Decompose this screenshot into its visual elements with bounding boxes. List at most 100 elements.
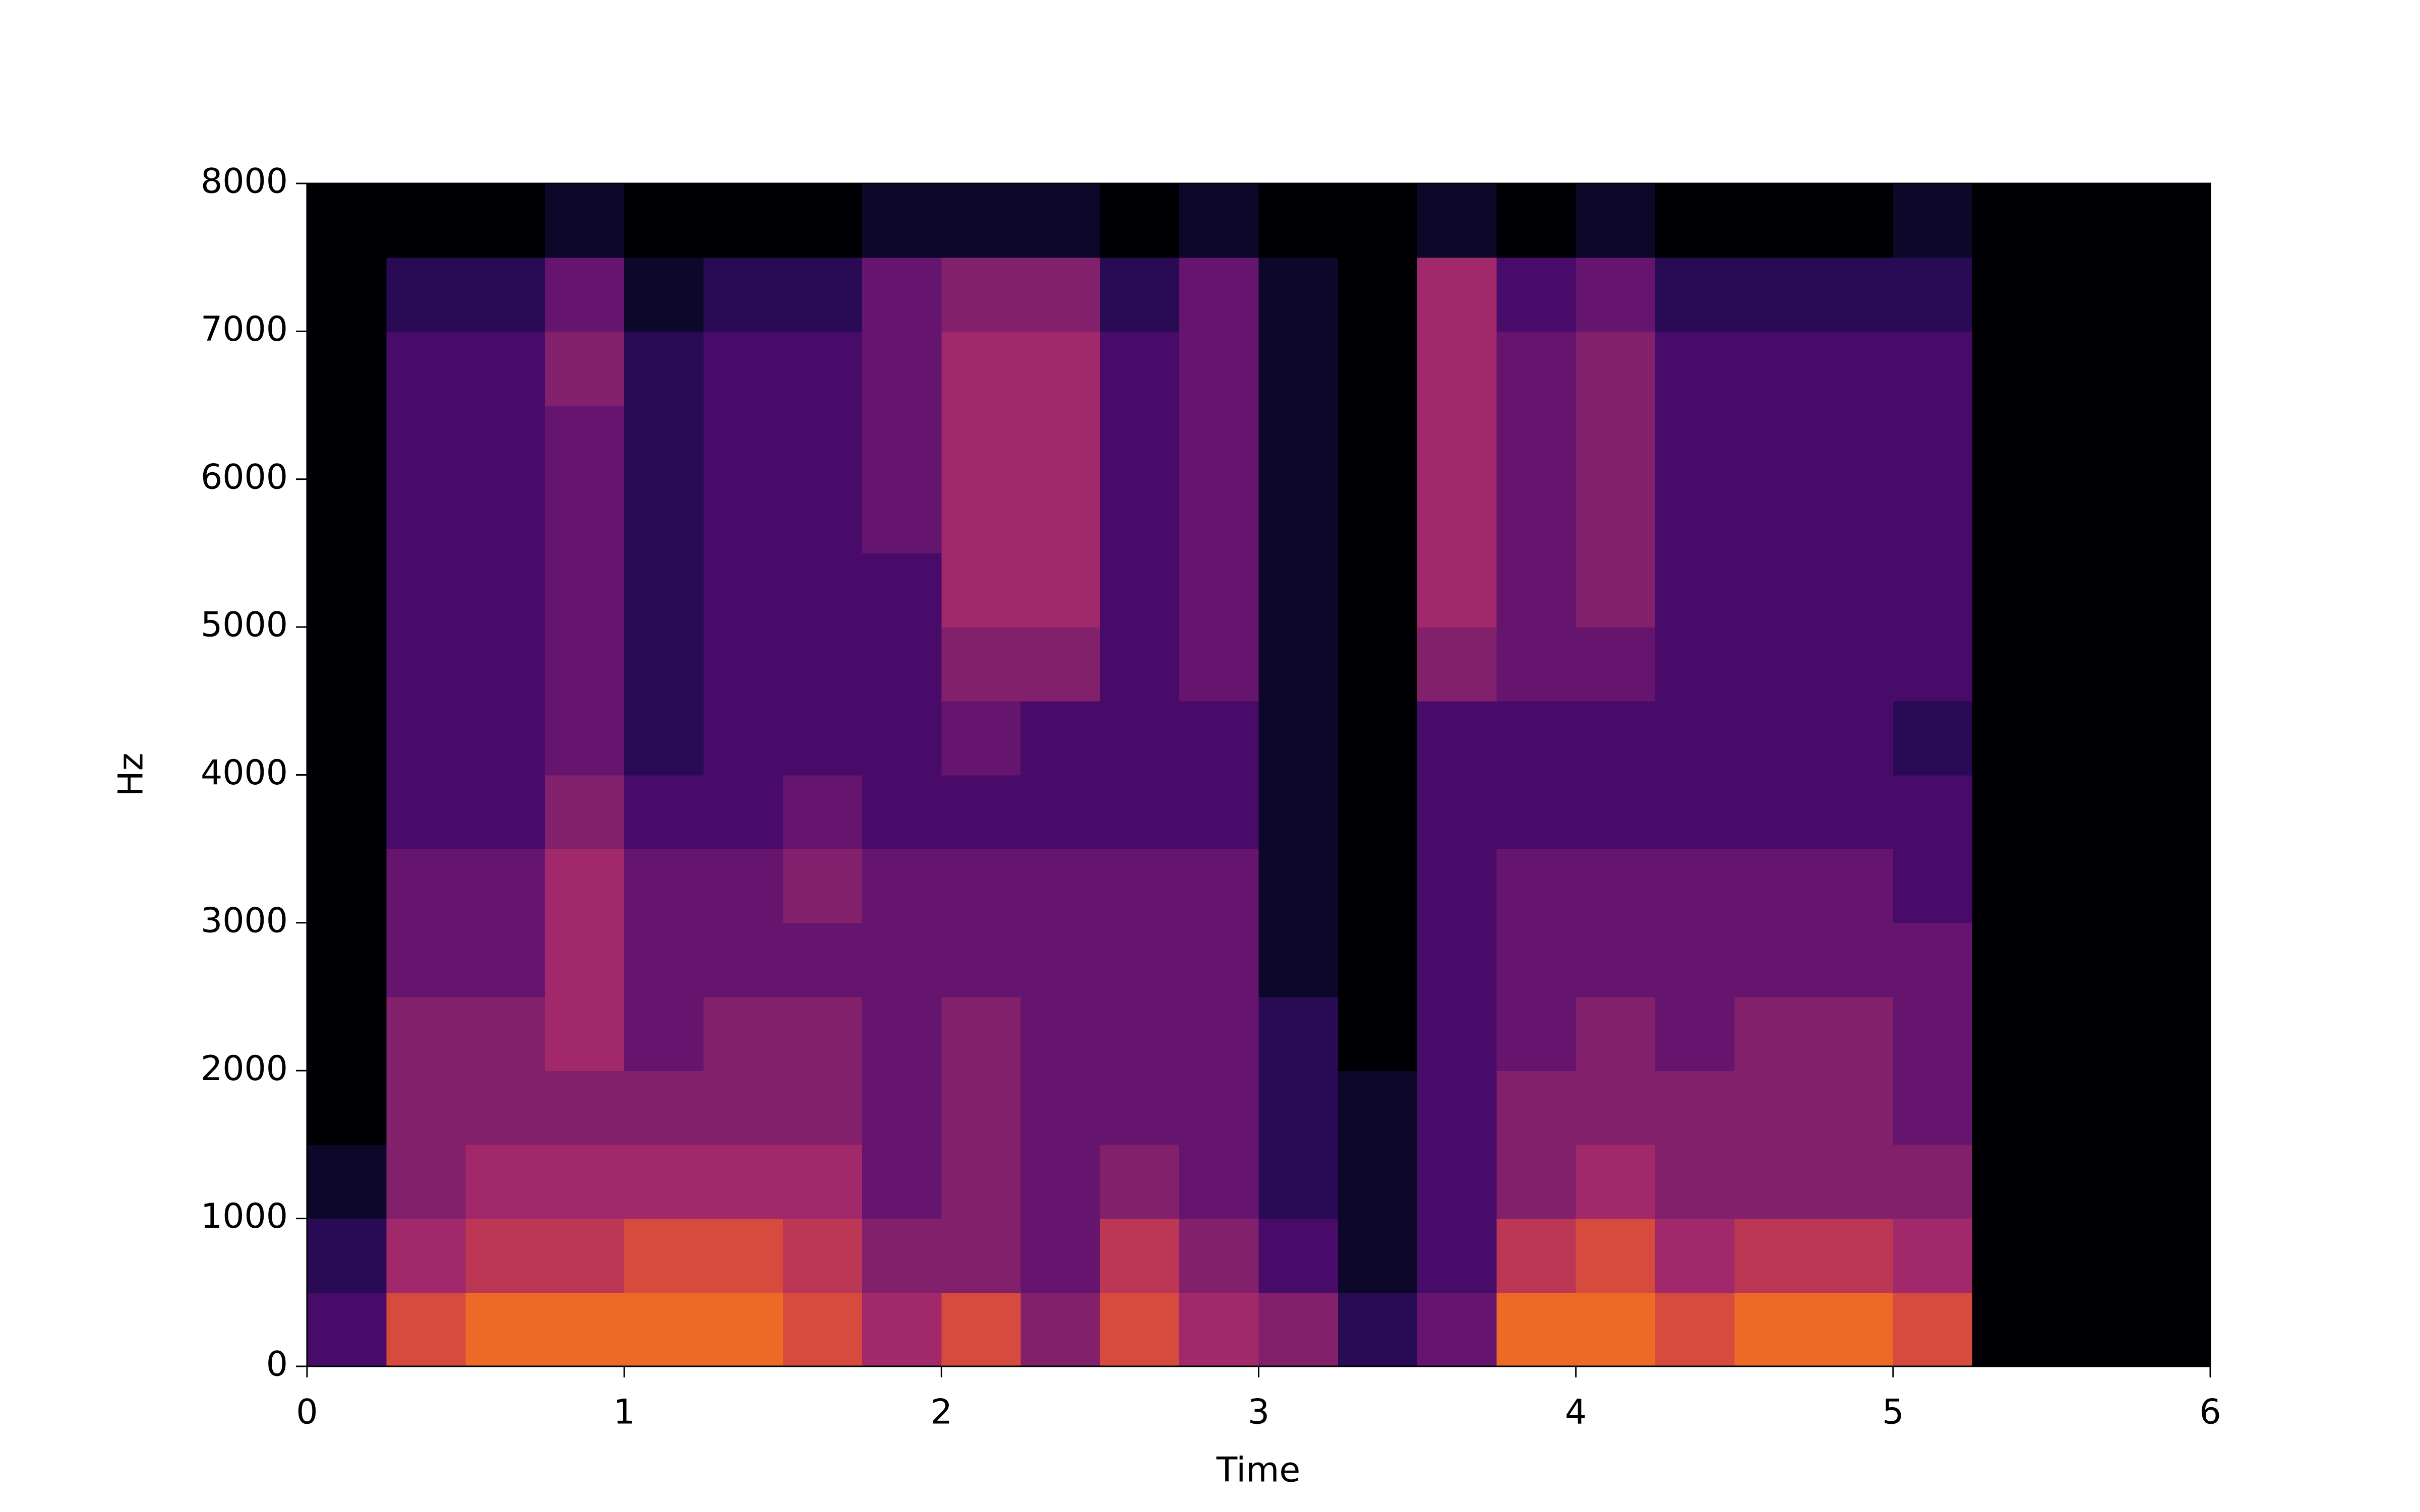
heatmap-cell	[1020, 405, 1101, 480]
heatmap-cell	[703, 257, 783, 332]
heatmap-cell	[465, 1292, 546, 1367]
heatmap-cell	[1813, 996, 1894, 1072]
heatmap-cell	[1020, 479, 1101, 554]
heatmap-cell	[782, 849, 863, 923]
y-tick-label: 1000	[201, 1196, 288, 1236]
heatmap-cell	[465, 183, 546, 258]
heatmap-cell	[941, 1218, 1021, 1293]
heatmap-cell	[307, 479, 387, 554]
heatmap-cell	[1496, 1070, 1577, 1145]
heatmap-cell	[2051, 922, 2132, 997]
y-tick-label: 6000	[201, 457, 288, 497]
heatmap-cell	[544, 1070, 625, 1145]
heatmap-cell	[703, 922, 783, 997]
heatmap-cell	[1496, 1292, 1577, 1367]
heatmap-cell	[862, 775, 942, 849]
heatmap-cell	[1417, 405, 1497, 480]
heatmap-cell	[386, 775, 466, 849]
heatmap-cell	[1417, 553, 1497, 627]
heatmap-cell	[1179, 775, 1259, 849]
heatmap-cell	[1813, 479, 1894, 554]
heatmap-cell	[1655, 775, 1735, 849]
heatmap-cell	[782, 1070, 863, 1145]
heatmap-cell	[1734, 1292, 1814, 1367]
heatmap-cell	[2131, 1144, 2211, 1219]
heatmap-cell	[1100, 849, 1180, 923]
heatmap-cell	[1893, 701, 1973, 776]
heatmap-cell	[1734, 1144, 1814, 1219]
heatmap-cell	[1496, 775, 1577, 849]
heatmap-cell	[782, 331, 863, 406]
heatmap-cell	[1655, 405, 1735, 480]
heatmap-cell	[1496, 257, 1577, 332]
heatmap-cell	[1813, 1144, 1894, 1219]
heatmap-cell	[1020, 627, 1101, 702]
heatmap-cell	[782, 1292, 863, 1367]
heatmap-cell	[1100, 775, 1180, 849]
heatmap-cell	[1338, 922, 1418, 997]
heatmap-cell	[307, 775, 387, 849]
heatmap-cell	[1100, 701, 1180, 776]
heatmap-cell	[782, 479, 863, 554]
heatmap-cell	[1972, 849, 2052, 923]
heatmap-cell	[386, 701, 466, 776]
heatmap-cell	[2051, 1218, 2132, 1293]
heatmap-cell	[1576, 183, 1656, 258]
heatmap-cell	[624, 1218, 704, 1293]
heatmap-cell	[1496, 405, 1577, 480]
heatmap-cell	[2131, 479, 2211, 554]
x-tick-label: 4	[1565, 1393, 1587, 1432]
heatmap-cell	[307, 553, 387, 627]
heatmap-cell	[1655, 1144, 1735, 1219]
heatmap-cell	[307, 1218, 387, 1293]
heatmap-cell	[1100, 922, 1180, 997]
heatmap-cell	[1576, 1218, 1656, 1293]
heatmap-cell	[2051, 627, 2132, 702]
heatmap-cell	[1020, 849, 1101, 923]
heatmap-cell	[1972, 627, 2052, 702]
heatmap-cell	[386, 479, 466, 554]
heatmap-cell	[1576, 996, 1656, 1072]
heatmap-cell	[1417, 701, 1497, 776]
heatmap-cell	[1496, 627, 1577, 702]
heatmap-cell	[2051, 701, 2132, 776]
heatmap-cell	[1576, 1070, 1656, 1145]
heatmap-cell	[1893, 257, 1973, 332]
heatmap-cell	[1258, 627, 1339, 702]
heatmap-cell	[1417, 331, 1497, 406]
heatmap-cell	[1893, 922, 1973, 997]
heatmap-cell	[1655, 1292, 1735, 1367]
heatmap-cell	[1020, 701, 1101, 776]
heatmap-cell	[1258, 1144, 1339, 1219]
heatmap-cell	[386, 405, 466, 480]
heatmap-cell	[1496, 553, 1577, 627]
heatmap-cell	[2131, 257, 2211, 332]
heatmap-cell	[1020, 996, 1101, 1072]
heatmap-cell	[624, 775, 704, 849]
heatmap-cell	[1496, 996, 1577, 1072]
heatmap-cell	[782, 183, 863, 258]
heatmap-cell	[1258, 701, 1339, 776]
heatmap-cell	[386, 627, 466, 702]
heatmap-cell	[465, 553, 546, 627]
heatmap-cell	[1258, 849, 1339, 923]
heatmap-cell	[1338, 996, 1418, 1072]
heatmap-cell	[1893, 1218, 1973, 1293]
heatmap-cell	[1972, 1070, 2052, 1145]
heatmap-cell	[1813, 701, 1894, 776]
heatmap-cell	[386, 1218, 466, 1293]
heatmap-cell	[1338, 701, 1418, 776]
heatmap-cell	[782, 996, 863, 1072]
heatmap-cell	[1972, 479, 2052, 554]
heatmap-cell	[941, 922, 1021, 997]
heatmap-cell	[1179, 479, 1259, 554]
x-tick-label: 6	[2199, 1393, 2221, 1432]
heatmap-cell	[1655, 1218, 1735, 1293]
heatmap-cell	[941, 775, 1021, 849]
heatmap-cell	[703, 701, 783, 776]
x-tick-label: 0	[296, 1393, 318, 1432]
heatmap-cell	[465, 627, 546, 702]
heatmap-cell	[782, 257, 863, 332]
heatmap-cell	[1020, 1218, 1101, 1293]
heatmap-cell	[941, 257, 1021, 332]
